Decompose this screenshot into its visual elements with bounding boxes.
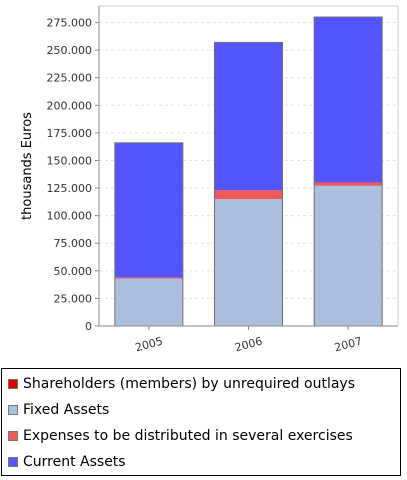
axes — [95, 5, 399, 330]
y-tick-label: 75.000 — [54, 237, 93, 250]
y-tick-label: 200.000 — [47, 99, 93, 112]
legend-swatch — [8, 431, 18, 441]
y-tick-labels: 0 25.000 50.000 75.000 100.000 125.000 150.000… — [47, 17, 93, 333]
legend-item: Current Assets — [8, 452, 126, 472]
legend-item: Fixed Assets — [8, 400, 109, 420]
y-tick-label: 125.000 — [47, 182, 93, 195]
bar-segment — [314, 185, 383, 326]
y-tick-label: 0 — [85, 320, 92, 333]
bar-segment — [114, 278, 183, 326]
legend-swatch — [8, 379, 18, 389]
bar-segment — [114, 277, 183, 279]
bars — [114, 16, 383, 327]
legend-label: Expenses to be distributed in several ex… — [23, 428, 353, 444]
legend-label: Fixed Assets — [23, 402, 110, 418]
y-tick-label: 175.000 — [47, 127, 93, 140]
x-tick-label: 2006 — [233, 335, 263, 355]
y-tick-label: 225.000 — [47, 72, 93, 85]
y-tick-label: 275.000 — [47, 17, 93, 30]
bar-segment — [214, 42, 283, 191]
legend-label: Current Assets — [23, 454, 126, 470]
bar-segment — [314, 182, 383, 186]
y-tick-label: 150.000 — [47, 154, 93, 167]
bar-segment — [114, 142, 183, 278]
legend: Shareholders (members) by unrequired out… — [1, 368, 401, 476]
legend-item: Shareholders (members) by unrequired out… — [8, 374, 355, 394]
bar-segment — [214, 199, 283, 326]
legend-swatch — [8, 405, 18, 415]
legend-item: Expenses to be distributed in several ex… — [8, 426, 353, 446]
bar-segment — [214, 190, 283, 200]
y-tick-label: 100.000 — [47, 210, 93, 223]
y-tick-label: 25.000 — [54, 292, 93, 305]
chart-area: 0 25.000 50.000 75.000 100.000 125.000 150.000… — [20, 5, 399, 355]
x-tick-label: 2007 — [333, 335, 363, 355]
y-tick-label: 250.000 — [47, 44, 93, 57]
x-tick-labels: 2005 2006 2007 — [134, 335, 364, 355]
bar-segment — [314, 17, 383, 183]
x-tick-label: 2005 — [134, 335, 164, 355]
y-axis-title: thousands Euros — [20, 112, 35, 220]
legend-swatch — [8, 457, 18, 467]
legend-label: Shareholders (members) by unrequired out… — [23, 376, 355, 392]
y-tick-label: 50.000 — [54, 265, 93, 278]
